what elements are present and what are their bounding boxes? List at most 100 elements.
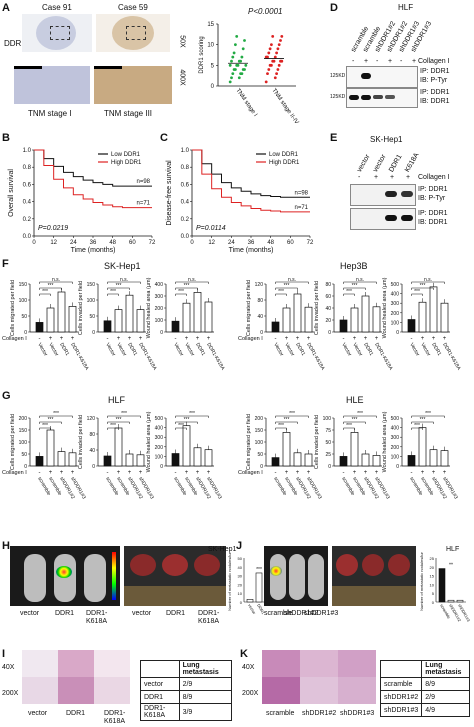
y-axis-label: DDR1 scoring	[199, 36, 205, 73]
collagen-mark: +	[207, 470, 211, 476]
y-tick-label: 200	[391, 445, 400, 451]
group-label: DDR1	[126, 342, 138, 357]
collagen-mark: -	[107, 336, 109, 342]
y-tick-label: 400	[155, 282, 164, 288]
y-tick-label: 0	[396, 464, 399, 470]
bar	[282, 432, 291, 467]
scatter-point	[272, 59, 276, 63]
k-row-value: 8/9	[421, 677, 470, 691]
scatter-point	[230, 59, 233, 63]
bar	[171, 453, 180, 467]
collagen-mark: -	[107, 470, 109, 476]
y-tick-label: 500	[155, 416, 164, 422]
bar	[193, 292, 202, 333]
mag-50x-label: 50X	[178, 35, 186, 48]
y-tick-label: 100	[19, 440, 28, 446]
d-treatment-mark: +	[364, 58, 369, 65]
p-value-label: P=0.0114	[196, 225, 226, 232]
y-tick-label: 0.6	[181, 182, 190, 188]
y-axis-label: Cells migrated per field	[246, 280, 252, 336]
sig-label: ***	[284, 283, 290, 289]
collagen-mark: -	[39, 336, 41, 342]
bar	[204, 449, 213, 467]
y-tick-label: 0.4	[181, 200, 190, 206]
y-tick-label: 0	[260, 464, 263, 470]
bar	[46, 429, 55, 467]
x-tick-label: 60	[129, 240, 136, 246]
panel-letter-i: I	[2, 648, 6, 660]
sig-label: ***	[278, 289, 284, 295]
y-tick-label: 400	[155, 426, 164, 432]
y-tick-label: 100	[323, 416, 332, 422]
scatter-point	[234, 43, 237, 47]
y-tick-label: 25	[430, 556, 435, 561]
y-tick-label: 400	[391, 292, 400, 298]
y-tick-label: 100	[255, 440, 264, 446]
legend-label: High DDR1	[111, 160, 142, 166]
i-histology-grid	[22, 650, 130, 704]
k-histology-grid	[262, 650, 376, 704]
scatter-point	[230, 76, 233, 80]
sig-bracket	[275, 287, 298, 290]
scatter-point	[228, 80, 232, 84]
legend-label: Low DDR1	[111, 152, 141, 158]
group-label: DDR1	[194, 342, 206, 357]
y-tick-label: 300	[155, 435, 164, 441]
group-label: Vector	[183, 342, 195, 358]
k-group-1: scramble	[266, 710, 295, 717]
y-tick-label: 60	[325, 294, 331, 300]
y-tick-label: 150	[255, 428, 264, 434]
bar	[182, 425, 191, 467]
scatter-p-value: P<0.0001	[248, 7, 283, 16]
j-mouse-imaging	[264, 546, 328, 606]
panel-letter-b: B	[2, 132, 10, 144]
y-tick-label: 50	[325, 440, 331, 446]
p-value-label: P=0.0219	[38, 225, 68, 232]
bar	[125, 453, 134, 467]
scatter-point	[267, 68, 271, 71]
sig-bracket	[175, 415, 209, 418]
sig-label: ***	[53, 411, 59, 417]
y-tick-label: 0.2	[23, 217, 32, 223]
y-tick-label: 0.8	[23, 165, 32, 171]
collagen-mark: +	[375, 470, 379, 476]
collagen-mark: +	[443, 470, 447, 476]
category-label: TNM stage I	[234, 88, 258, 118]
e-blot1-ip: IP: DDR1	[418, 186, 448, 193]
scatter-point	[240, 55, 244, 59]
group-label: DDR1-K618A	[69, 342, 90, 372]
bar	[35, 322, 44, 333]
y-axis-label: Wound healed area (µm)	[382, 411, 388, 472]
e-blot1-ib: IB: P-Tyr	[418, 195, 446, 202]
y-tick-label: 15	[430, 574, 435, 579]
collagen-label: Collagen I	[238, 470, 263, 476]
y-axis-label: Number of metastatic nodules/lung	[420, 552, 424, 611]
bar	[57, 451, 66, 467]
sig-bracket	[39, 427, 51, 430]
scatter-point	[241, 47, 245, 51]
bar	[447, 599, 455, 603]
overall-survival-km-plot: 0.0 0.2 0.4 0.6 0.8 1.0 0 12 24 36 48 60 72 Time (mon…	[8, 148, 156, 254]
collagen-mark: +	[421, 336, 425, 342]
y-tick-label: 0	[432, 600, 435, 605]
y-tick-label: 0.8	[181, 165, 190, 171]
e-blot-ddr1	[350, 208, 416, 230]
sig-label: n.s.	[356, 277, 364, 283]
collagen-mark: +	[296, 470, 300, 476]
sig-bracket	[275, 281, 309, 284]
y-tick-label: 300	[391, 301, 400, 307]
sig-bracket	[411, 293, 423, 296]
sig-label: n.s.	[120, 277, 128, 283]
e-lane-label: K618A	[404, 151, 421, 174]
scatter-point	[236, 63, 240, 67]
y-tick-label: 100	[19, 298, 28, 304]
y-axis-label: Cells migrated per field	[10, 414, 16, 470]
sig-bracket	[275, 421, 298, 424]
y-tick-label: 0	[160, 464, 163, 470]
group-label: DDR1-K618A	[305, 342, 326, 372]
i-mag-200x: 200X	[2, 690, 19, 697]
x-axis-label: Time (months)	[71, 247, 116, 254]
y-tick-label: 50	[89, 314, 95, 320]
group-label: DDR1-K618A	[441, 342, 462, 372]
k-row-group: shDDR1#2	[379, 690, 423, 704]
